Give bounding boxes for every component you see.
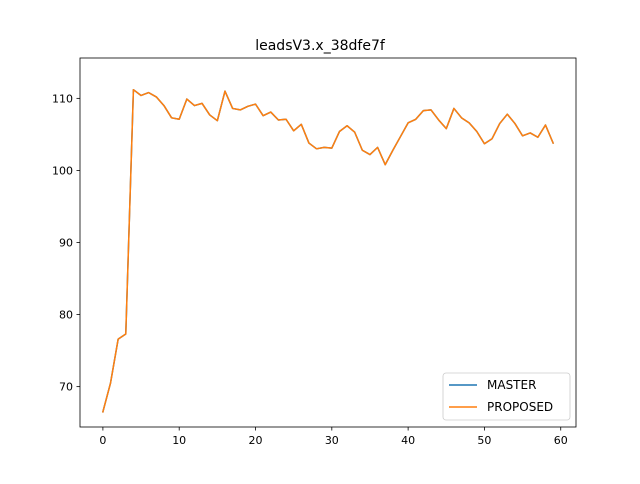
legend: MASTER PROPOSED <box>442 372 571 421</box>
y-tick-label: 110 <box>52 92 73 105</box>
series-line-master <box>101 88 555 413</box>
x-tick-label: 30 <box>325 434 339 447</box>
y-tick-label: 80 <box>59 309 73 322</box>
series-line-proposed <box>101 88 555 413</box>
chart-title: leadsV3.x_38dfe7f <box>255 38 386 54</box>
y-tick-label: 100 <box>52 164 73 177</box>
x-tick-label: 60 <box>554 434 568 447</box>
legend-label-proposed: PROPOSED <box>487 400 553 414</box>
x-tick-label: 20 <box>249 434 263 447</box>
x-tick-label: 10 <box>172 434 186 447</box>
x-tick-label: 50 <box>477 434 491 447</box>
axes-frame <box>79 57 577 428</box>
y-tick-label: 70 <box>59 381 73 394</box>
legend-label-master: MASTER <box>487 378 536 392</box>
x-tick-label: 40 <box>401 434 415 447</box>
x-tick-label: 0 <box>99 434 106 447</box>
y-tick-label: 90 <box>59 237 73 250</box>
plot-area: 0 10 20 30 40 50 60 70 80 90 100 110 <box>52 57 577 447</box>
